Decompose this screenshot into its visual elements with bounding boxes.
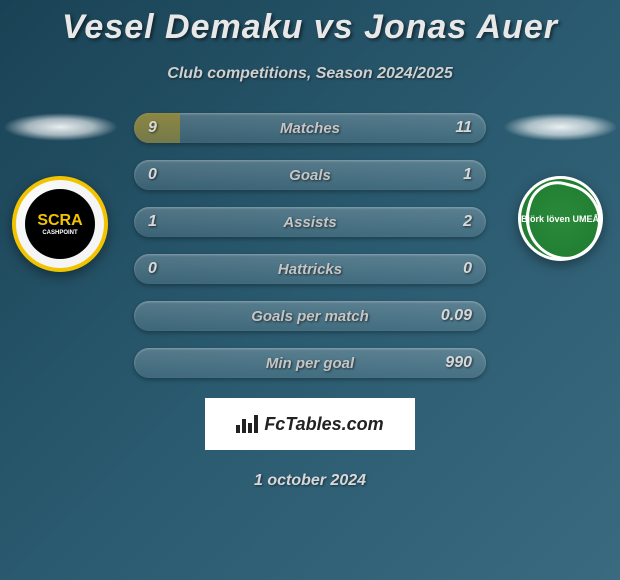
stat-left-value: 0	[148, 260, 157, 278]
main-area: SCRA CASHPOINT 9Matches110Goals11Assists…	[0, 113, 620, 378]
player2-club-logo: Björk löven UMEÅ	[518, 176, 603, 261]
stat-row: 9 Matches 11	[134, 113, 486, 143]
date: 1 october 2024	[0, 472, 620, 490]
stats-column: 9Matches110Goals11Assists20Hattricks0Goa…	[130, 113, 490, 378]
player1-column: SCRA CASHPOINT	[0, 113, 120, 272]
stat-right-value: 11	[455, 119, 472, 137]
stat-right-value: 990	[445, 354, 472, 372]
page-title: Vesel Demaku vs Jonas Auer	[0, 8, 620, 47]
player1-logo-sub: CASHPOINT	[42, 230, 77, 236]
stat-label: Goals per match	[251, 308, 369, 325]
player1-club-logo: SCRA CASHPOINT	[12, 176, 108, 272]
fctables-label: FcTables.com	[264, 414, 383, 435]
stat-label: Assists	[283, 214, 336, 231]
player2-logo-text: Björk löven UMEÅ	[521, 214, 599, 224]
stat-row: 0 Hattricks 0	[134, 254, 486, 284]
player2-column: Björk löven UMEÅ	[500, 113, 620, 261]
stat-right-value: 0	[463, 260, 472, 278]
stat-row: 1 Assists 2	[134, 207, 486, 237]
stat-row: Min per goal 990	[134, 348, 486, 378]
player1-silhouette	[3, 113, 118, 141]
stat-label: Goals	[289, 167, 331, 184]
stat-left-value: 9	[148, 119, 157, 137]
stat-right-value: 1	[463, 166, 472, 184]
stat-row: 0 Goals 1	[134, 160, 486, 190]
stat-label: Min per goal	[266, 355, 354, 372]
stat-right-value: 2	[463, 213, 472, 231]
stat-row: Goals per match 0.09	[134, 301, 486, 331]
fctables-watermark: FcTables.com	[205, 398, 415, 450]
stat-label: Matches	[280, 120, 340, 137]
stat-left-value: 0	[148, 166, 157, 184]
stat-right-value: 0.09	[441, 307, 472, 325]
stat-left-value: 1	[148, 213, 157, 231]
chart-icon	[236, 415, 258, 433]
stat-label: Hattricks	[278, 261, 342, 278]
player1-logo-text: SCRA	[37, 212, 82, 230]
subtitle: Club competitions, Season 2024/2025	[0, 65, 620, 83]
player2-silhouette	[503, 113, 618, 141]
